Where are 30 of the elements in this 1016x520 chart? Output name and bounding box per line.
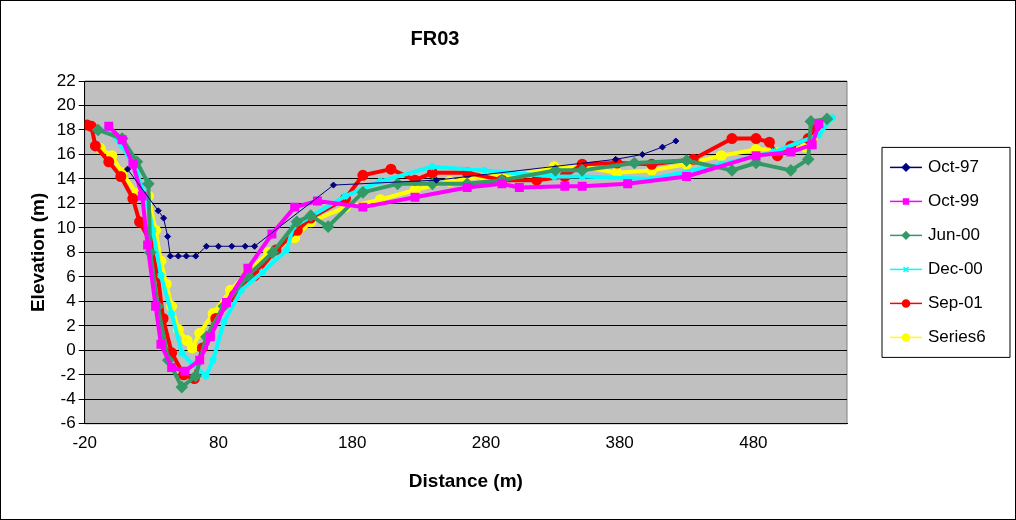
y-tick-label: 10 (56, 217, 76, 237)
legend-label: Jun-00 (928, 225, 980, 245)
x-tick-label: 280 (471, 432, 501, 452)
y-tick-label: -2 (60, 364, 76, 384)
y-tick-label: 8 (66, 242, 76, 262)
y-axis-title: Elevation (m) (26, 192, 48, 313)
y-tick-label: 0 (66, 340, 76, 360)
legend-label: Oct-97 (928, 157, 980, 177)
x-tick-label: 480 (739, 432, 768, 452)
y-tick-label: -4 (60, 389, 76, 408)
y-tick-label: 2 (66, 315, 76, 335)
x-tick-label: -20 (72, 432, 97, 452)
legend-label: Sep-01 (928, 293, 983, 313)
y-tick-label: 22 (56, 70, 76, 90)
y-tick-label: 4 (66, 291, 76, 311)
y-tick-label: 16 (56, 144, 76, 164)
x-tick-label: 180 (337, 432, 367, 452)
y-tick-label: 18 (56, 119, 76, 139)
y-tick-label: -6 (60, 413, 76, 433)
y-tick-label: 20 (56, 95, 76, 115)
x-tick-label: 80 (208, 432, 228, 452)
y-tick-label: 12 (56, 193, 76, 213)
y-tick-label: 6 (66, 266, 76, 286)
x-tick-label: 380 (605, 432, 634, 452)
legend-label: Series6 (928, 327, 986, 347)
x-axis-title: Distance (m) (408, 469, 523, 491)
chart-title: FR03 (410, 26, 460, 49)
legend-label: Dec-00 (928, 259, 983, 279)
legend-label: Oct-99 (928, 191, 980, 211)
y-tick-label: 14 (56, 168, 76, 188)
